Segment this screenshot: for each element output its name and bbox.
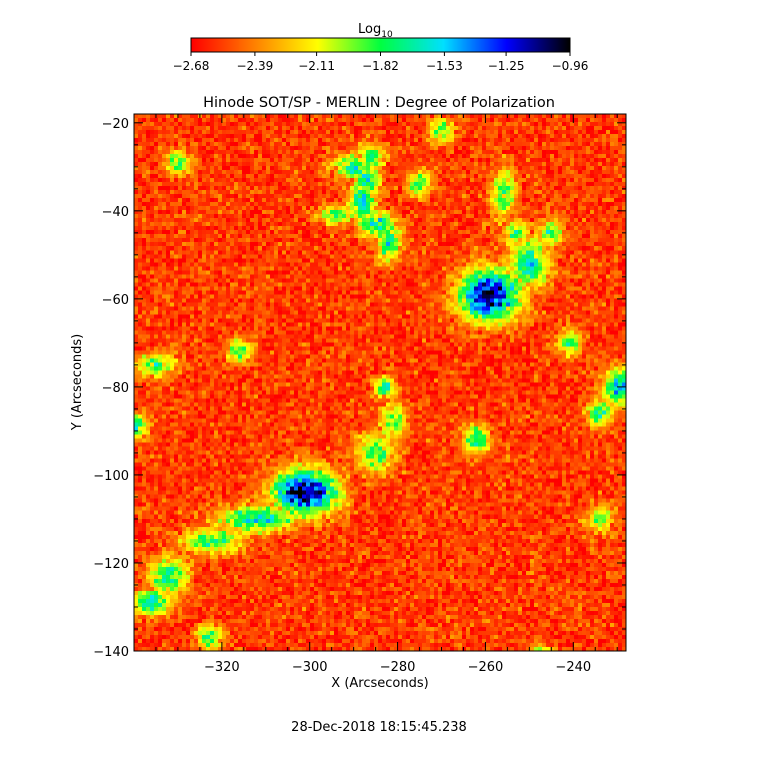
- colorbar-ticks: −2.68 −2.39 −2.11 −1.82 −1.53 −1.25 −0.96: [173, 52, 589, 73]
- x-tick-label: −260: [468, 660, 504, 675]
- colorbar-gradient: [191, 38, 570, 52]
- axis-ticks: −320 −300 −280 −260 −240 −20 −40 −60 −80 −100 −120…: [93, 114, 626, 675]
- heatmap-image: [134, 114, 626, 651]
- colorbar-tick-label: −1.82: [362, 59, 399, 73]
- x-tick-label: −300: [292, 660, 328, 675]
- x-tick-label: −320: [204, 660, 240, 675]
- chart-title: Hinode SOT/SP - MERLIN : Degree of Polar…: [203, 95, 555, 111]
- colorbar-tick-label: −1.25: [488, 59, 525, 73]
- y-tick-label: −40: [102, 205, 129, 220]
- x-tick-label: −280: [380, 660, 416, 675]
- x-axis-label: X (Arcseconds): [331, 676, 428, 691]
- timestamp-text: 28-Dec-2018 18:15:45.238: [291, 720, 467, 735]
- y-tick-label: −80: [102, 381, 129, 396]
- y-tick-label: −140: [93, 645, 129, 660]
- colorbar-label-base: Log: [358, 22, 381, 37]
- x-tick-label: −240: [555, 660, 591, 675]
- colorbar-label-sub: 10: [381, 30, 393, 40]
- colorbar-tick-label: −2.11: [298, 59, 335, 73]
- colorbar-tick-label: −2.39: [237, 59, 274, 73]
- colorbar: Log10 −2.68 −2.39 −2.11 −1.82 −1.53 −1.25 −0.9…: [173, 22, 589, 73]
- y-tick-label: −20: [102, 117, 129, 132]
- y-tick-label: −100: [93, 469, 129, 484]
- y-tick-label: −120: [93, 557, 129, 572]
- colorbar-tick-label: −0.96: [552, 59, 589, 73]
- y-tick-label: −60: [102, 293, 129, 308]
- y-axis-label: Y (Arcseconds): [70, 334, 85, 431]
- plot-frame: [133, 113, 627, 652]
- colorbar-tick-label: −1.53: [426, 59, 463, 73]
- colorbar-label: Log10: [358, 22, 393, 40]
- colorbar-tick-label: −2.68: [173, 59, 210, 73]
